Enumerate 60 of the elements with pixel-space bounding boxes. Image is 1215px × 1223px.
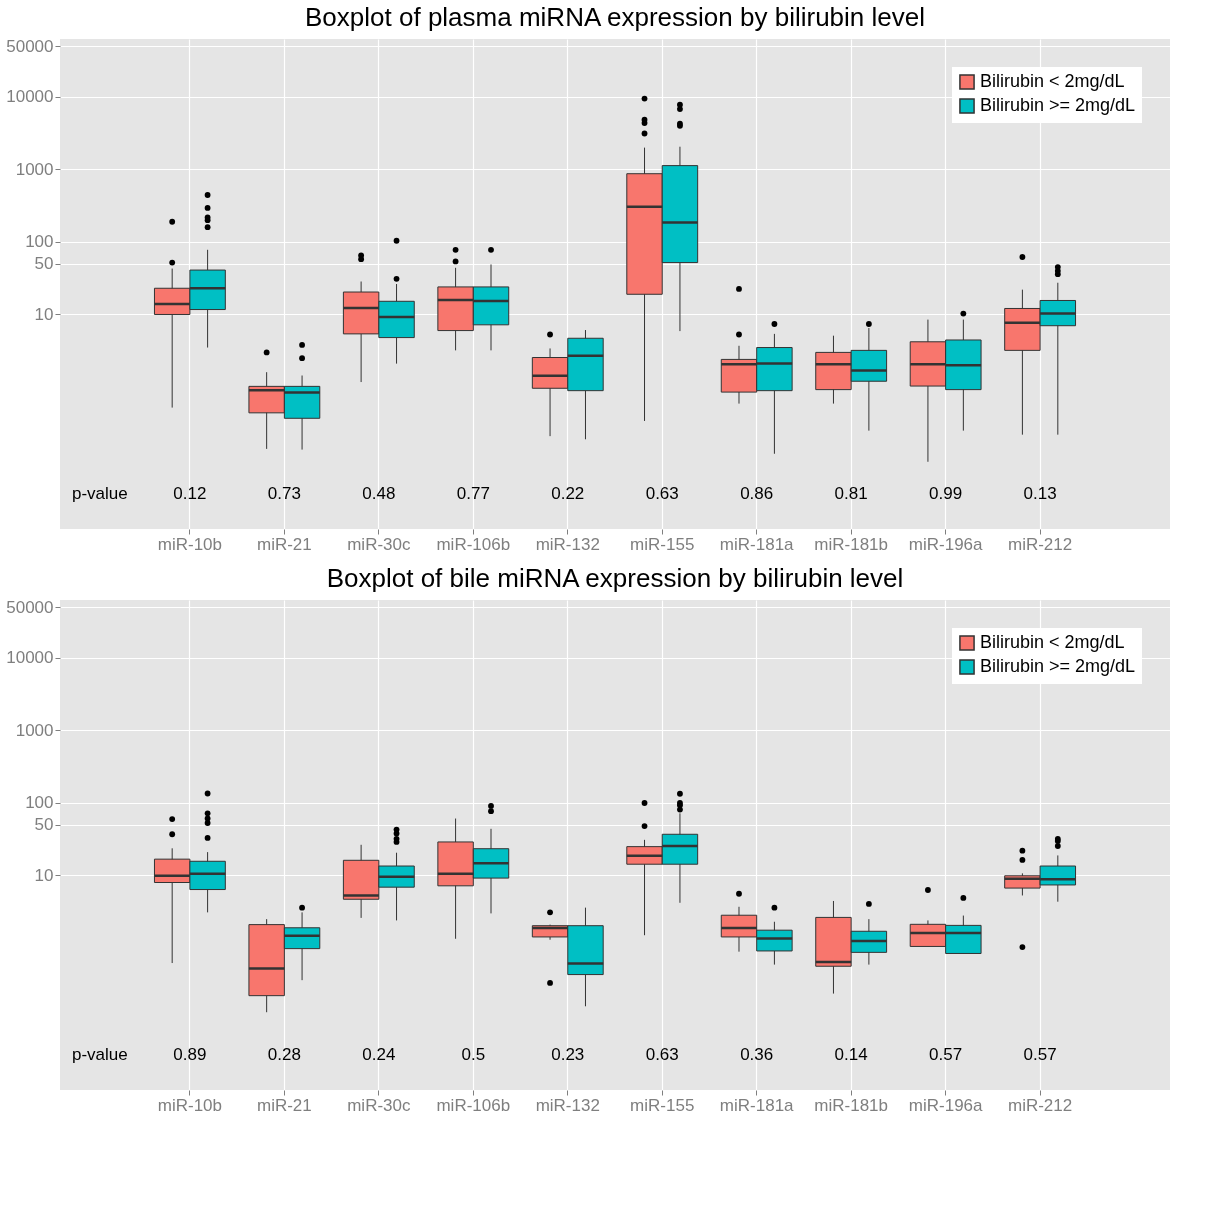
x-tick-label: miR-10b [157,534,223,554]
x-tick-label: miR-132 [535,534,600,554]
x-tick-label: miR-21 [256,534,312,554]
legend-label: Bilirubin >= 2mg/dL [980,656,1136,676]
annotation: 0.24 [362,1045,396,1064]
y-tick-label: 50000 [6,597,54,617]
annotation: 0.22 [551,484,585,503]
x-tick-label: miR-181a [719,534,795,554]
annotation: 0.5 [461,1045,486,1064]
legend-label: Bilirubin >= 2mg/dL [980,95,1136,115]
y-tick-label: 50000 [6,36,54,56]
x-tick-label: miR-106b [436,534,511,554]
x-tick-label: miR-196a [908,534,984,554]
x-tick-label: miR-181b [814,534,889,554]
annotation: 0.14 [834,1045,868,1064]
x-tick-label: miR-21 [256,1095,312,1115]
legend-label: Bilirubin < 2mg/dL [980,71,1125,91]
annotation: 0.89 [173,1045,207,1064]
annotation: 0.28 [267,1045,301,1064]
y-tick-label: 100 [25,232,54,252]
annotation: 0.81 [834,484,868,503]
y-tick-label: 100 [25,793,54,813]
x-tick-label: miR-30c [347,1095,411,1115]
annotation: 0.23 [551,1045,585,1064]
x-tick-label: miR-212 [1007,534,1073,554]
annotation: p-value [72,484,128,503]
legend-label: Bilirubin < 2mg/dL [980,632,1125,652]
annotation: 0.48 [362,484,396,503]
annotation: 0.86 [740,484,774,503]
x-tick-label: miR-155 [630,1095,695,1115]
y-tick-label: 10 [34,304,54,324]
annotation: 0.77 [456,484,490,503]
y-tick-label: 10000 [6,648,54,668]
y-tick-label: 10000 [6,87,54,107]
x-tick-label: miR-155 [630,534,695,554]
x-tick-label: miR-196a [908,1095,984,1115]
annotation: 0.99 [929,484,963,503]
annotation: 0.57 [929,1045,963,1064]
y-tick-label: 10 [34,865,54,885]
y-tick-label: 1000 [15,720,54,740]
x-tick-label: miR-30c [347,534,411,554]
y-tick-label: 50 [34,254,54,274]
x-tick-label: miR-212 [1007,1095,1073,1115]
annotation: 0.12 [173,484,207,503]
x-tick-label: miR-181a [719,1095,795,1115]
annotation: 0.63 [645,484,679,503]
chart-title: Boxplot of bile miRNA expression by bilirubin level [326,563,904,594]
x-tick-label: miR-106b [436,1095,511,1115]
chart-title: Boxplot of plasma miRNA expression by bilirubin level [305,2,925,33]
y-tick-label: 50 [34,815,54,835]
annotation: 0.63 [645,1045,679,1064]
annotation: 0.36 [740,1045,774,1064]
x-tick-label: miR-10b [157,1095,223,1115]
annotation: p-value [72,1045,128,1064]
y-tick-label: 1000 [15,159,54,179]
x-tick-label: miR-181b [814,1095,889,1115]
x-tick-label: miR-132 [535,1095,600,1115]
annotation: 0.73 [267,484,301,503]
annotation: 0.57 [1023,1045,1057,1064]
annotation: 0.13 [1023,484,1057,503]
